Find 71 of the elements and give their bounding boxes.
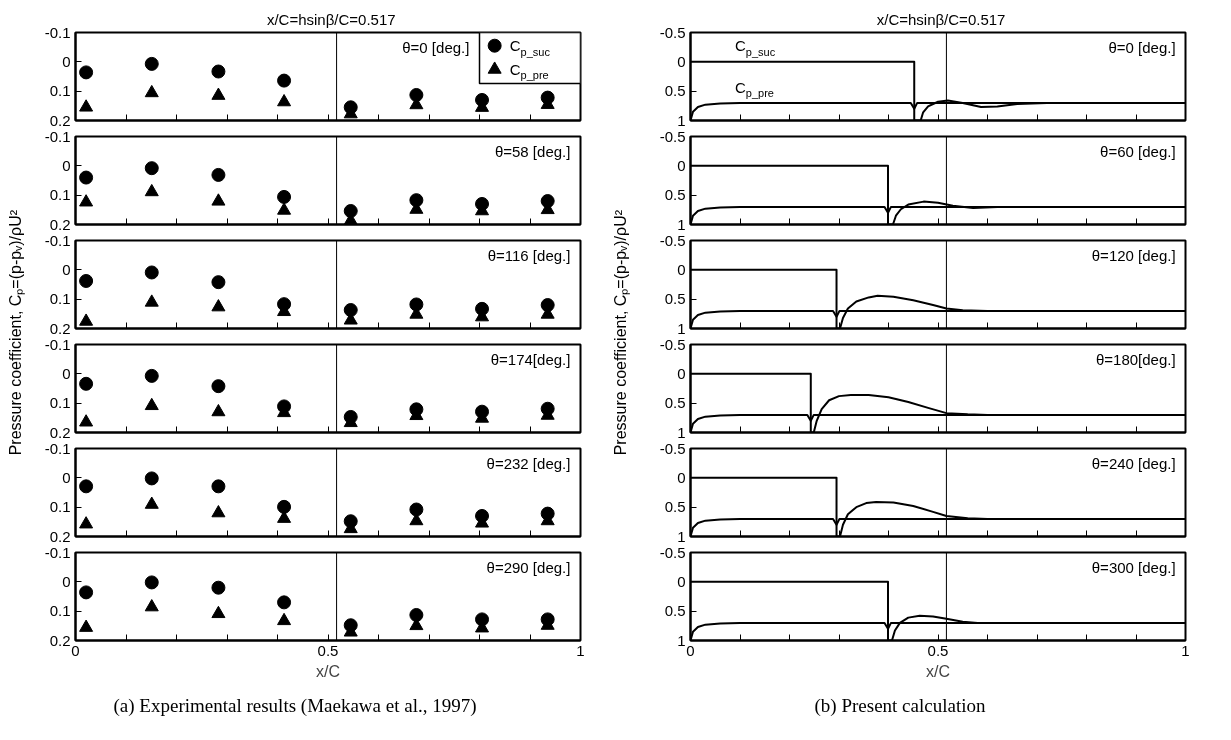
y-tick-label: 1 <box>677 111 686 129</box>
annotation: θ=60 [deg.] <box>1100 142 1176 160</box>
y-tick-label: -0.5 <box>659 23 686 41</box>
annotation: θ=300 [deg.] <box>1091 558 1176 576</box>
y-tick-label: 0.2 <box>49 111 71 129</box>
annotation: θ=290 [deg.] <box>486 558 571 576</box>
y-tick-label: 0.2 <box>49 319 71 337</box>
x-tick-label: 0.5 <box>317 641 339 659</box>
y-tick-label: 1 <box>677 215 686 233</box>
y-tick-label: 0.2 <box>49 527 71 545</box>
annotation: θ=240 [deg.] <box>1091 454 1176 472</box>
y-tick-label: -0.5 <box>659 335 686 353</box>
y-tick-label: 0 <box>677 260 686 278</box>
y-tick-label: 0.1 <box>49 82 71 100</box>
x-tick-label: 1 <box>1181 641 1190 659</box>
y-tick-label: -0.1 <box>44 127 71 145</box>
text: (a) Experimental results (Maekawa et al., 1997) <box>113 694 477 718</box>
y-tick-label: 0.2 <box>49 423 71 441</box>
y-tick-label: 0 <box>62 364 71 382</box>
y-tick-label: 0.1 <box>49 290 71 308</box>
y-tick-label: 0.5 <box>664 394 686 412</box>
y-tick-label: 0.5 <box>664 290 686 308</box>
y-tick-label: 0 <box>62 52 71 70</box>
y-tick-label: 0.1 <box>49 394 71 412</box>
y-tick-label: -0.5 <box>659 543 686 561</box>
y-tick-label: -0.5 <box>659 439 686 457</box>
y-tick-label: 1 <box>677 423 686 441</box>
y-tick-label: 0 <box>677 468 686 486</box>
y-tick-label: -0.5 <box>659 231 686 249</box>
annotation: θ=116 [deg.] <box>487 246 571 264</box>
x-axis-title: x/C <box>316 662 340 680</box>
y-tick-label: -0.1 <box>44 543 71 561</box>
y-tick-label: 0.5 <box>664 186 686 204</box>
annotation: θ=0 [deg.] <box>1108 38 1176 56</box>
y-tick-label: 1 <box>677 527 686 545</box>
y-tick-label: 0 <box>677 52 686 70</box>
y-tick-label: 0 <box>62 572 71 590</box>
ref-line-label: x/C=hsinβ/C=0.517 <box>266 10 396 28</box>
y-tick-label: 0.5 <box>664 82 686 100</box>
y-tick-label: -0.1 <box>44 231 71 249</box>
y-tick-label: 0.2 <box>49 215 71 233</box>
y-tick-label: 0 <box>677 572 686 590</box>
y-tick-label: 0.2 <box>49 631 71 649</box>
y-tick-label: 1 <box>677 319 686 337</box>
x-axis-title: x/C <box>926 662 950 680</box>
y-tick-label: 0.1 <box>49 498 71 516</box>
text: (b) Present calculation <box>814 694 986 718</box>
y-tick-label: 0 <box>677 156 686 174</box>
y-axis-title: Pressure coefficient, Cₚ=(p-pᵥ)/ρU² <box>7 209 25 456</box>
y-tick-label: -0.5 <box>659 127 686 145</box>
y-axis-title: Pressure coefficient, Cₚ=(p-pᵥ)/ρU² <box>612 209 630 456</box>
annotation: θ=58 [deg.] <box>494 142 571 160</box>
x-tick-label: 1 <box>576 641 585 659</box>
annotation: θ=120 [deg.] <box>1091 246 1176 264</box>
y-tick-label: 0 <box>677 364 686 382</box>
y-tick-label: 0 <box>62 468 71 486</box>
y-tick-label: -0.1 <box>44 23 71 41</box>
ref-line-label: x/C=hsinβ/C=0.517 <box>876 10 1006 28</box>
y-tick-label: 0.5 <box>664 498 686 516</box>
annotation: θ=180[deg.] <box>1095 350 1176 368</box>
y-tick-label: 0.5 <box>664 602 686 620</box>
y-tick-label: 0 <box>62 156 71 174</box>
annotation: θ=0 [deg.] <box>402 38 470 56</box>
y-tick-label: 0.1 <box>49 602 71 620</box>
y-tick-label: 0.1 <box>49 186 71 204</box>
annotation: θ=232 [deg.] <box>486 454 571 472</box>
y-tick-label: -0.1 <box>44 439 71 457</box>
annotation: θ=174[deg.] <box>490 350 571 368</box>
y-tick-label: 0 <box>62 260 71 278</box>
y-tick-label: -0.1 <box>44 335 71 353</box>
x-tick-label: 0.5 <box>927 641 949 659</box>
